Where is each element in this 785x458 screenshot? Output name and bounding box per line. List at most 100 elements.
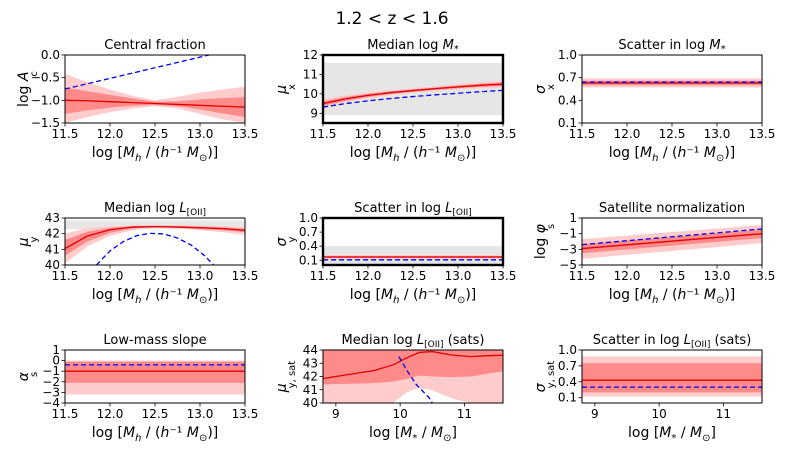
y-tick-label: 41 bbox=[45, 242, 60, 256]
panel-title: Median log M* bbox=[367, 38, 459, 55]
x-tick-label: 11 bbox=[716, 407, 731, 421]
y-tick-label: 10 bbox=[303, 87, 318, 101]
plot-area bbox=[323, 246, 503, 265]
panel-central_fraction: 11.5 12.0 12.5 13.0 13.5 −1.5 −1.0 −0.5 0.0 Centr… bbox=[16, 38, 258, 164]
x-tick-label: 13.0 bbox=[445, 269, 472, 283]
plot-area bbox=[65, 220, 245, 265]
x-tick-label: 9 bbox=[591, 407, 599, 421]
x-axis-label: log [Mh / (h⁻¹ M⊙)] bbox=[92, 425, 219, 444]
x-axis-label: log [Mh / (h⁻¹ M⊙)] bbox=[92, 287, 219, 306]
y-tick-label: −2 bbox=[42, 375, 60, 389]
x-tick-label: 12.5 bbox=[659, 127, 686, 141]
panel-median_log_mstar: 11.5 12.0 12.5 13.0 13.5 9 10 11 12 Median log M*… bbox=[274, 38, 516, 164]
x-tick-label: 13.5 bbox=[749, 269, 776, 283]
y-tick-label: 0.0 bbox=[41, 48, 60, 62]
y-tick-label: −1.0 bbox=[31, 93, 60, 107]
reference-dashed-line bbox=[398, 356, 433, 403]
y-tick-label: 1.0 bbox=[558, 343, 577, 357]
x-tick-label: 13.0 bbox=[187, 407, 214, 421]
median-line bbox=[323, 350, 503, 380]
y-tick-label: 42 bbox=[303, 370, 318, 384]
inner-confidence-band bbox=[65, 87, 245, 118]
inner-confidence-band bbox=[65, 361, 245, 383]
x-tick-label: 12.5 bbox=[142, 407, 169, 421]
y-tick-label: 40 bbox=[303, 396, 318, 410]
y-tick-label: 42 bbox=[45, 227, 60, 241]
median-line bbox=[323, 83, 503, 105]
panel-satellite_normalization: 11.5 12.0 12.5 13.0 13.5 −5 −3−1 1 Satellite nor… bbox=[533, 201, 775, 306]
x-tick-label: 13.0 bbox=[187, 269, 214, 283]
plot-area bbox=[582, 356, 762, 397]
y-tick-label: 1.0 bbox=[299, 211, 318, 225]
x-tick-label: 11.5 bbox=[310, 127, 337, 141]
x-tick-label: 12.0 bbox=[614, 269, 641, 283]
y-tick-label: 1 bbox=[52, 343, 60, 357]
plot-area bbox=[65, 55, 245, 123]
panel-scatter_log_mstar: 11.5 12.0 12.5 13.0 13.5 0.1 0.4 0.7 1.0 Scatter … bbox=[533, 38, 775, 164]
y-axis-label: μx bbox=[274, 84, 298, 95]
figure-suptitle: 1.2 < z < 1.6 bbox=[335, 9, 448, 29]
x-axis-label: log [Mh / (h⁻¹ M⊙)] bbox=[92, 145, 219, 164]
panel-scatter_log_loii: 11.5 12.0 12.5 13.0 13.5 0.10.40.71.0 Scatter … bbox=[274, 201, 516, 306]
y-tick-label: 0.4 bbox=[299, 239, 318, 253]
y-tick-label: −1.5 bbox=[31, 116, 60, 130]
panel-title: Scatter in log L[OII] (sats) bbox=[593, 333, 752, 350]
inner-confidence-band bbox=[323, 350, 503, 385]
x-tick-label: 13.5 bbox=[490, 269, 517, 283]
y-axis-label: log φs bbox=[533, 223, 557, 259]
x-tick-label: 12.0 bbox=[97, 269, 124, 283]
x-axis-label: log [Mh / (h⁻¹ M⊙)] bbox=[609, 145, 736, 164]
y-tick-label: 0.7 bbox=[558, 71, 577, 85]
outer-confidence-band bbox=[65, 225, 245, 264]
y-tick-label: −4 bbox=[42, 396, 60, 410]
inner-confidence-band bbox=[582, 363, 762, 393]
x-tick-label: 11.5 bbox=[569, 269, 596, 283]
reference-dashed-line bbox=[582, 228, 762, 246]
panel-title: Scatter in log M* bbox=[618, 38, 725, 55]
x-tick-label: 12.0 bbox=[97, 127, 124, 141]
median-line bbox=[65, 99, 245, 108]
x-tick-label: 12.5 bbox=[142, 127, 169, 141]
y-tick-label: −3 bbox=[559, 242, 577, 256]
y-tick-label: 43 bbox=[303, 356, 318, 370]
x-tick-label: 10 bbox=[652, 407, 667, 421]
y-tick-label: 0.1 bbox=[558, 391, 577, 405]
x-tick-label: 12.0 bbox=[355, 269, 382, 283]
y-tick-label: −0.5 bbox=[31, 71, 60, 85]
y-tick-label: 41 bbox=[303, 383, 318, 397]
axes-frame bbox=[581, 349, 763, 404]
plot-area bbox=[323, 62, 503, 116]
median-line bbox=[582, 233, 762, 250]
y-tick-label: 0.4 bbox=[558, 375, 577, 389]
plot-area bbox=[582, 225, 762, 259]
x-axis-label: log [Mh / (h⁻¹ M⊙)] bbox=[350, 145, 477, 164]
y-axis-label: log Ac bbox=[16, 71, 40, 107]
reference-dashed-line bbox=[96, 232, 214, 265]
x-tick-label: 12.0 bbox=[97, 407, 124, 421]
plot-area bbox=[323, 350, 503, 403]
x-axis-label: log [Mh / (h⁻¹ M⊙)] bbox=[350, 287, 477, 306]
x-tick-label: 9 bbox=[332, 407, 340, 421]
plot-area bbox=[582, 78, 762, 88]
y-tick-label: 9 bbox=[310, 106, 318, 120]
panel-low_mass_slope: 11.5 12.0 12.5 13.0 13.5 −4−3−2−101 Low-mass s… bbox=[16, 333, 258, 444]
y-tick-label: 44 bbox=[303, 343, 318, 357]
x-tick-label: 12.5 bbox=[400, 127, 427, 141]
y-tick-label: −5 bbox=[559, 258, 577, 272]
y-axis-label: μy, sat bbox=[274, 361, 298, 394]
x-tick-label: 11.5 bbox=[310, 269, 337, 283]
x-tick-label: 13.0 bbox=[704, 269, 731, 283]
x-tick-label: 13.5 bbox=[749, 127, 776, 141]
panel-title: Scatter in log L[OII] bbox=[354, 201, 472, 218]
axes-frame bbox=[581, 54, 763, 124]
panel-title: Median log L[OII] (sats) bbox=[342, 333, 485, 350]
panel-title: Satellite normalization bbox=[599, 201, 745, 216]
prior-band bbox=[65, 220, 245, 230]
y-tick-label: 0.1 bbox=[299, 253, 318, 267]
y-tick-label: 1 bbox=[569, 211, 577, 225]
y-axis-label: σy bbox=[274, 236, 298, 246]
y-tick-label: 11 bbox=[303, 67, 318, 81]
x-tick-label: 13.0 bbox=[704, 127, 731, 141]
